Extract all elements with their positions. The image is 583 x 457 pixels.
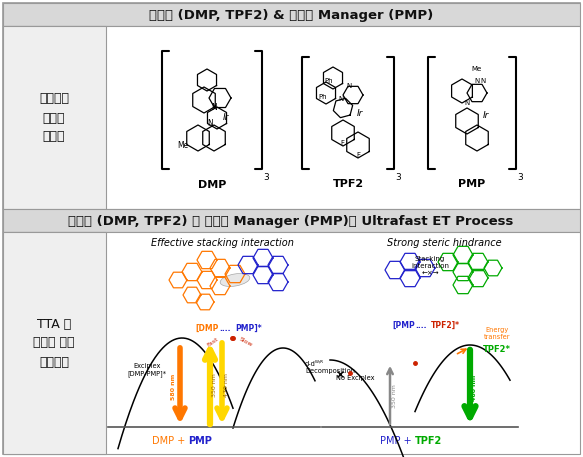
Text: d-dᵂᵎᴿ
Decomposition: d-dᵂᵎᴿ Decomposition [305, 361, 355, 374]
Text: 도판트 (DMP, TPF2) 와 도판트 Manager (PMP)간 Ultrafast ET Process: 도판트 (DMP, TPF2) 와 도판트 Manager (PMP)간 Ult… [68, 214, 514, 228]
Text: [DMP: [DMP [196, 324, 219, 333]
Text: Effective stacking interaction: Effective stacking interaction [150, 238, 293, 248]
Text: Ir: Ir [223, 113, 229, 122]
Text: TPF2: TPF2 [332, 179, 364, 189]
Text: TPF2*: TPF2* [483, 345, 511, 354]
Text: 레퍼런스
도판트
화합물: 레퍼런스 도판트 화합물 [39, 92, 69, 143]
Text: Ph: Ph [324, 78, 333, 84]
Text: Fast: Fast [206, 337, 220, 348]
Text: PMP: PMP [458, 179, 486, 189]
Text: PMP +: PMP + [380, 436, 415, 446]
Bar [3, 3, 580, 26]
Text: 460 nm: 460 nm [472, 375, 477, 401]
Bar [3, 209, 580, 232]
Text: N: N [480, 78, 485, 84]
Text: No Exciplex: No Exciplex [336, 375, 374, 381]
Text: N: N [207, 118, 213, 128]
Text: Ir: Ir [357, 108, 363, 117]
Text: Me: Me [177, 140, 189, 149]
Text: [PMP: [PMP [392, 321, 415, 330]
Bar [3, 232, 580, 454]
Text: ....: .... [415, 321, 427, 330]
Text: PMP]*: PMP]* [235, 324, 262, 333]
Text: N: N [464, 100, 469, 106]
Text: 470 nm: 470 nm [224, 373, 229, 397]
Bar [3, 26, 106, 209]
Text: N: N [346, 83, 351, 89]
Text: 3: 3 [517, 173, 523, 182]
Text: DMP: DMP [198, 180, 226, 190]
Bar [3, 232, 106, 454]
Text: 3: 3 [395, 173, 401, 182]
Text: Slow: Slow [238, 337, 254, 348]
Text: 도판트 (DMP, TPF2) & 도판트 Manager (PMP): 도판트 (DMP, TPF2) & 도판트 Manager (PMP) [149, 9, 433, 21]
Text: ....: .... [219, 324, 230, 333]
Text: Stacking
interaction
←×→: Stacking interaction ←×→ [411, 256, 449, 276]
Text: N: N [338, 96, 343, 102]
Text: TTA 후
에너지 이동
메커니즘: TTA 후 에너지 이동 메커니즘 [33, 318, 75, 368]
Text: Energy
transfer: Energy transfer [484, 327, 510, 340]
Text: TPF2: TPF2 [415, 436, 442, 446]
Text: F: F [356, 152, 360, 158]
Text: TPF2]*: TPF2]* [431, 321, 460, 330]
Text: 580 nm: 580 nm [171, 374, 176, 400]
Text: Exciplex
[DMP-PMP]*: Exciplex [DMP-PMP]* [128, 363, 167, 377]
Bar [3, 26, 580, 209]
Ellipse shape [220, 274, 250, 287]
Text: Strong steric hindrance: Strong steric hindrance [387, 238, 501, 248]
Text: PMP: PMP [188, 436, 212, 446]
Text: 3: 3 [263, 173, 269, 182]
Text: 350 nm: 350 nm [212, 373, 217, 397]
Text: N: N [211, 103, 217, 112]
Text: N: N [474, 78, 479, 84]
Text: F: F [340, 140, 344, 146]
Text: 350 nm: 350 nm [392, 384, 397, 408]
Text: Ir: Ir [483, 111, 489, 119]
Text: DMP +: DMP + [152, 436, 188, 446]
Text: Ph: Ph [318, 94, 326, 100]
Text: Me: Me [471, 66, 481, 72]
